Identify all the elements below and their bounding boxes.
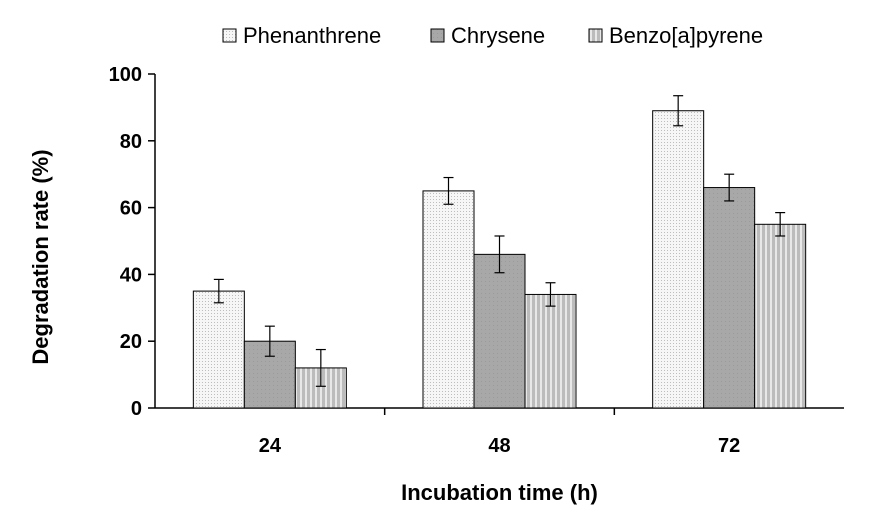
bar-benzo-a-pyrene-48 bbox=[524, 293, 577, 409]
x-axis-title: Incubation time (h) bbox=[401, 480, 598, 505]
bar-phenanthrene-72 bbox=[652, 110, 705, 409]
x-tick-label: 24 bbox=[259, 435, 282, 457]
y-tick-label: 100 bbox=[109, 64, 142, 86]
y-tick-label: 20 bbox=[120, 331, 142, 353]
error-bar bbox=[443, 176, 454, 205]
bar-chrysene-72 bbox=[703, 187, 756, 409]
bars bbox=[192, 110, 807, 409]
x-axis-ticks: 24 48 72 bbox=[259, 408, 740, 457]
error-bar bbox=[315, 348, 326, 387]
legend-item: Phenanthrene bbox=[222, 23, 381, 48]
legend-label: Chrysene bbox=[451, 23, 545, 48]
x-tick-label: 72 bbox=[718, 435, 740, 457]
legend-label: Benzo[a]pyrene bbox=[609, 23, 763, 48]
bar-phenanthrene-24 bbox=[192, 290, 245, 409]
bar-benzo-a-pyrene-72 bbox=[754, 223, 807, 409]
y-tick-label: 40 bbox=[120, 264, 142, 286]
error-bar bbox=[724, 173, 735, 202]
bar-chrysene-48 bbox=[473, 253, 526, 409]
bar-phenanthrene-48 bbox=[422, 190, 475, 409]
y-axis-ticks: 0 20 40 60 80 100 bbox=[109, 64, 155, 420]
bar-benzo-a-pyrene-24 bbox=[294, 367, 347, 409]
error-bar bbox=[673, 95, 684, 127]
error-bar bbox=[545, 282, 556, 307]
legend: Phenanthrene Chrysene Benzo[a]pyrene bbox=[222, 23, 763, 48]
error-bar bbox=[494, 235, 505, 274]
legend-label: Phenanthrene bbox=[243, 23, 381, 48]
y-tick-label: 60 bbox=[120, 198, 142, 220]
x-tick-label: 48 bbox=[488, 435, 510, 457]
legend-swatch bbox=[430, 28, 445, 43]
legend-item: Benzo[a]pyrene bbox=[588, 23, 763, 48]
y-axis-title: Degradation rate (%) bbox=[28, 149, 53, 364]
error-bar bbox=[264, 325, 275, 357]
error-bars bbox=[213, 95, 786, 387]
legend-item: Chrysene bbox=[430, 23, 545, 48]
error-bar bbox=[775, 212, 786, 237]
legend-swatch bbox=[222, 28, 237, 43]
y-tick-label: 0 bbox=[131, 398, 142, 420]
y-tick-label: 80 bbox=[120, 131, 142, 153]
error-bar bbox=[213, 278, 224, 304]
legend-swatch bbox=[588, 28, 603, 43]
